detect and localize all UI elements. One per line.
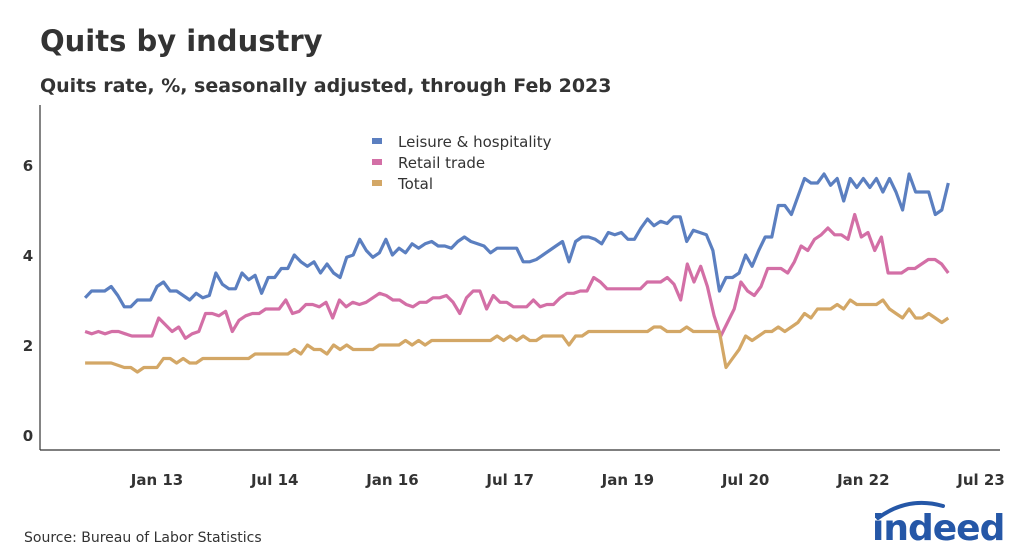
x-tick-label: Jul 23 (956, 471, 1005, 489)
legend-swatch (372, 138, 382, 144)
indeed-logo-mark: indeed (872, 500, 1005, 549)
y-tick-label: 4 (23, 247, 33, 265)
y-tick-label: 0 (23, 427, 33, 445)
series-line-leisure-hospitality (83, 172, 950, 309)
legend-swatch (372, 159, 382, 165)
chart-subtitle: Quits rate, %, seasonally adjusted, thro… (40, 75, 612, 97)
legend-item: Retail trade (372, 154, 485, 172)
legend-label: Leisure & hospitality (398, 133, 552, 151)
x-tick-label: Jan 22 (836, 471, 889, 489)
series-line-total (85, 298, 950, 374)
y-tick-label: 6 (23, 157, 33, 175)
legend: Leisure & hospitality Retail trade Total (372, 133, 552, 193)
x-tick-labels: Jan 13 Jul 14 Jan 16 Jul 17 Jan 19 Jul 20 Jan … (130, 471, 1005, 489)
y-tick-labels: 0 2 4 6 (23, 157, 33, 445)
chart-title: Quits by industry (40, 24, 323, 58)
legend-item: Leisure & hospitality (372, 133, 552, 151)
x-tick-label: Jan 16 (365, 471, 418, 489)
legend-item: Total (372, 175, 433, 193)
legend-swatch (372, 180, 382, 186)
x-tick-label: Jul 17 (485, 471, 534, 489)
legend-label: Total (397, 175, 433, 193)
x-tick-label: Jan 19 (601, 471, 654, 489)
y-tick-label: 2 (23, 337, 33, 355)
x-tick-label: Jul 14 (250, 471, 299, 489)
svg-text:indeed: indeed (872, 508, 1004, 548)
series-line-retail-trade (84, 212, 950, 340)
x-tick-label: Jul 20 (721, 471, 770, 489)
indeed-logo: indeed (868, 498, 1008, 552)
source-note: Source: Bureau of Labor Statistics (24, 530, 262, 546)
series-lines (83, 172, 950, 374)
x-tick-label: Jan 13 (130, 471, 183, 489)
legend-label: Retail trade (398, 154, 485, 172)
